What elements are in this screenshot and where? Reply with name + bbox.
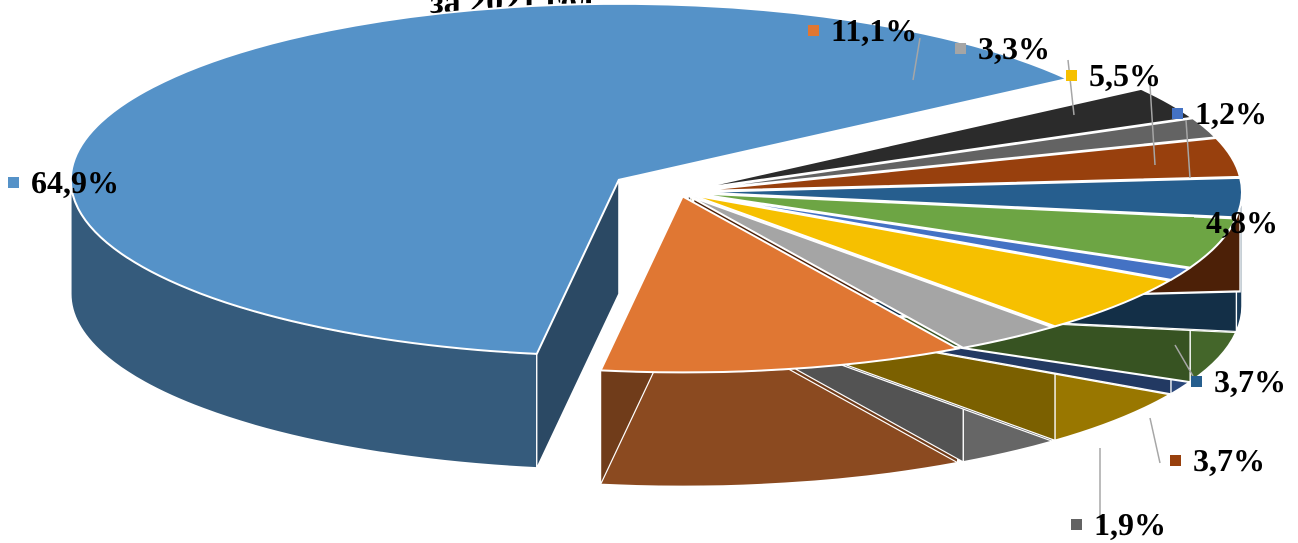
legend-swatch-5	[1183, 217, 1194, 228]
data-label-text-2: 3,3%	[978, 30, 1050, 66]
data-label-6: 3,7%	[1191, 363, 1286, 400]
legend-swatch-0	[8, 177, 19, 188]
legend-swatch-8	[1071, 519, 1082, 530]
leader-line-3	[1149, 84, 1156, 166]
legend-swatch-3	[1066, 70, 1077, 81]
data-label-8: 1,9%	[1071, 506, 1166, 543]
leader-line-2	[1067, 59, 1075, 116]
pie-slice-5	[693, 192, 1238, 269]
data-label-text-4: 1,2%	[1195, 95, 1267, 131]
pie-slice-3	[690, 193, 1173, 328]
pie-slice-6	[693, 176, 1243, 219]
legend-swatch-7	[1170, 455, 1181, 466]
data-label-0: 64,9%	[8, 164, 119, 201]
data-label-text-6: 3,7%	[1214, 363, 1286, 399]
legend-swatch-4	[1172, 108, 1183, 119]
legend-swatch-1	[808, 25, 819, 36]
legend-swatch-2	[955, 43, 966, 54]
leader-line-4	[1185, 119, 1191, 179]
data-label-2: 3,3%	[955, 30, 1050, 67]
data-label-4: 1,2%	[1172, 95, 1267, 132]
pie-slice-1	[599, 195, 961, 374]
leader-line-6	[1174, 344, 1194, 377]
data-label-text-8: 1,9%	[1094, 506, 1166, 542]
leader-line-1	[912, 37, 921, 81]
data-label-text-5: 4,8%	[1206, 204, 1278, 240]
data-label-3: 5,5%	[1066, 57, 1161, 94]
data-label-text-1: 11,1%	[831, 12, 918, 48]
data-label-7: 3,7%	[1170, 442, 1265, 479]
leader-line-7	[1149, 417, 1161, 464]
data-label-text-0: 64,9%	[31, 164, 119, 200]
data-label-5: 4,8%	[1183, 204, 1278, 241]
legend-swatch-6	[1191, 376, 1202, 387]
data-label-text-3: 5,5%	[1089, 57, 1161, 93]
pie-slice-2	[687, 194, 1056, 349]
pie-slice-0	[69, 2, 1071, 355]
data-label-1: 11,1%	[808, 12, 917, 49]
data-label-text-7: 3,7%	[1193, 442, 1265, 478]
pie-slice-9	[691, 87, 1195, 191]
